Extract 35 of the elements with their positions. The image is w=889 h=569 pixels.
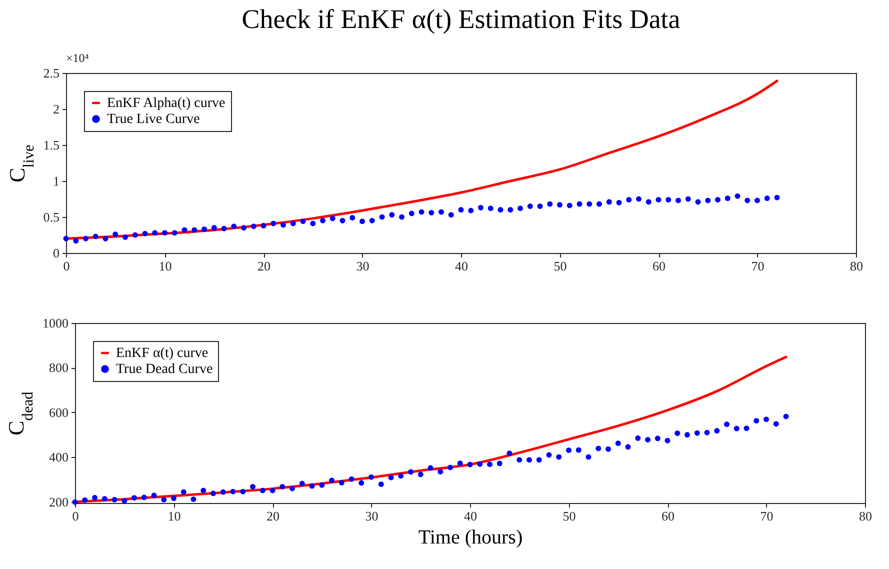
x-tick-label: 10 xyxy=(168,508,181,524)
y-tick-label: 400 xyxy=(49,450,68,465)
legend-label: EnKF α(t) curve xyxy=(116,346,208,361)
y-tick-label: 0 xyxy=(53,246,60,260)
x-tick-label: 80 xyxy=(850,258,863,274)
y-tick-label: 0.5 xyxy=(43,210,60,224)
x-tick-label: 20 xyxy=(266,508,280,524)
x-tick-label: 60 xyxy=(652,258,666,274)
x-tick-label: 80 xyxy=(859,508,872,524)
x-tick-label: 40 xyxy=(464,508,477,524)
y-tick-label: 1000 xyxy=(42,316,68,330)
chart-title: Check if EnKF α(t) Estimation Fits Data xyxy=(242,4,680,34)
legend-label: True Dead Curve xyxy=(116,362,213,377)
text: ×10⁴ xyxy=(66,51,89,65)
x-tick-label: 60 xyxy=(662,508,674,524)
y-tick-label: 800 xyxy=(49,360,68,376)
x-tick-label: 70 xyxy=(760,508,774,524)
x-tick-label: 10 xyxy=(158,258,172,274)
x-tick-label: 50 xyxy=(554,258,567,274)
x-tick-label: 50 xyxy=(562,508,576,524)
y-tick-label: 2 xyxy=(53,102,60,116)
y-tick-label: 600 xyxy=(49,404,68,420)
x-tick-label: 0 xyxy=(72,508,79,524)
x-tick-label: 30 xyxy=(365,508,378,524)
x-axis-title: Time (hours) xyxy=(418,526,523,548)
y-tick-label: 2.5 xyxy=(43,66,60,80)
x-tick-label: 70 xyxy=(751,258,764,274)
y-tick-label: 1 xyxy=(53,174,60,188)
legend-label: EnKF Alpha(t) curve xyxy=(107,96,226,111)
y-tick-label: 1.5 xyxy=(43,138,60,152)
x-tick-label: 30 xyxy=(356,258,370,274)
x-tick-label: 40 xyxy=(455,258,468,274)
legend-label: True Live Curve xyxy=(107,112,200,127)
y-tick-label: 200 xyxy=(49,494,68,510)
x-tick-label: 20 xyxy=(258,258,270,274)
